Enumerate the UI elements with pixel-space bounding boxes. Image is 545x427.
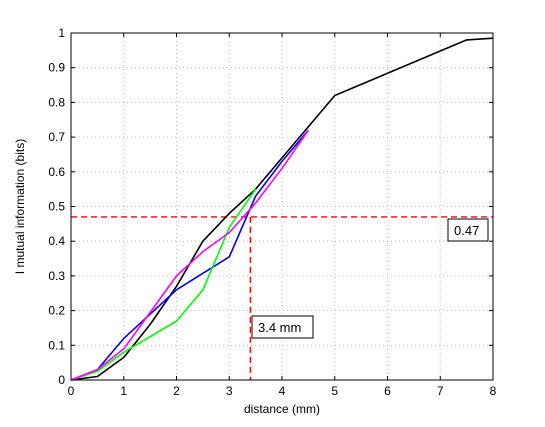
y-tick-label: 0.3	[48, 269, 65, 283]
y-tick-label: 0.2	[48, 304, 65, 318]
y-tick-label: 0.1	[48, 338, 65, 352]
series-line-2	[70, 129, 310, 381]
y-tick-label: 0.8	[48, 95, 65, 109]
series-layer	[70, 37, 494, 381]
x-tick-label: 7	[437, 384, 444, 398]
series-line-1	[70, 37, 494, 381]
x-axis-label: distance (mm)	[244, 402, 320, 416]
x-tick-label: 4	[279, 384, 286, 398]
annotation-box-047	[447, 218, 489, 242]
x-tick-label: 3	[226, 384, 233, 398]
x-tick-label: 1	[120, 384, 127, 398]
y-tick-label: 0.5	[48, 200, 65, 214]
axis-ticks: 0 1 2 3 4 5 6 7 8 0 0.1 0.2 0.3 0.4 0.5 0.6 0.7 0.8 0.9 1	[48, 26, 496, 398]
x-tick-label: 5	[331, 384, 338, 398]
y-tick-label: 0	[58, 373, 65, 387]
y-axis-label: I mutual information (bits)	[13, 139, 27, 274]
y-tick-label: 0.6	[48, 165, 65, 179]
annotation-text: 3.4 mm	[258, 320, 301, 335]
series-line-3	[70, 188, 257, 381]
x-tick-label: 0	[68, 384, 75, 398]
annotation-box-34mm	[251, 315, 314, 339]
annotation-text: 0.47	[454, 223, 479, 238]
series-line-4	[70, 129, 310, 381]
x-tick-label: 6	[384, 384, 391, 398]
x-tick-label: 2	[173, 384, 180, 398]
y-tick-label: 1	[58, 26, 65, 40]
reference-lines	[71, 216, 493, 380]
annotations: 0.47 3.4 mm	[251, 218, 489, 339]
y-tick-label: 0.7	[48, 130, 65, 144]
x-tick-label: 8	[490, 384, 497, 398]
y-tick-label: 0.4	[48, 234, 65, 248]
y-tick-label: 0.9	[48, 61, 65, 75]
